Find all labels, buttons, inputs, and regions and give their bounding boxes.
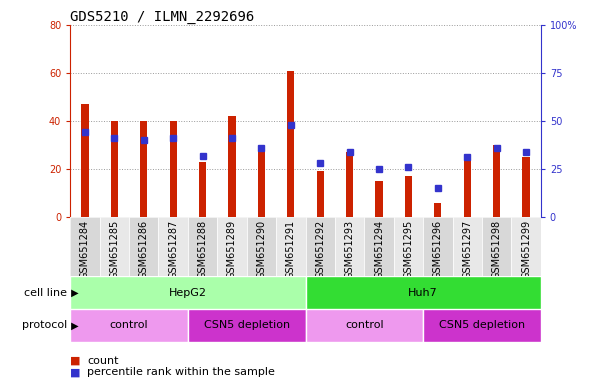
Bar: [316, 171, 324, 217]
Text: ▶: ▶: [68, 320, 78, 331]
Bar: [423, 217, 453, 276]
Bar: [140, 121, 147, 217]
Bar: [100, 217, 129, 276]
Bar: [276, 217, 306, 276]
Bar: [482, 217, 511, 276]
Bar: [453, 217, 482, 276]
Text: GSM651296: GSM651296: [433, 220, 443, 279]
Text: ■: ■: [70, 367, 84, 377]
Bar: [81, 104, 89, 217]
Bar: [247, 217, 276, 276]
Text: CSN5 depletion: CSN5 depletion: [203, 320, 290, 331]
Bar: [169, 121, 177, 217]
Bar: [346, 152, 353, 217]
Bar: [522, 157, 530, 217]
Bar: [404, 176, 412, 217]
Bar: [111, 121, 118, 217]
Text: control: control: [345, 320, 384, 331]
Bar: [464, 159, 471, 217]
Bar: [70, 309, 188, 342]
Text: GSM651287: GSM651287: [168, 220, 178, 279]
Bar: [511, 217, 541, 276]
Bar: [218, 217, 247, 276]
Text: protocol: protocol: [22, 320, 67, 331]
Text: ▶: ▶: [68, 288, 78, 298]
Bar: [335, 217, 364, 276]
Text: percentile rank within the sample: percentile rank within the sample: [87, 367, 275, 377]
Bar: [188, 309, 306, 342]
Text: GSM651294: GSM651294: [374, 220, 384, 279]
Text: GSM651284: GSM651284: [80, 220, 90, 279]
Text: GSM651298: GSM651298: [492, 220, 502, 279]
Bar: [364, 217, 393, 276]
Bar: [199, 162, 207, 217]
Bar: [393, 217, 423, 276]
Text: GSM651293: GSM651293: [345, 220, 354, 279]
Text: GSM651289: GSM651289: [227, 220, 237, 279]
Text: ■: ■: [70, 356, 84, 366]
Text: CSN5 depletion: CSN5 depletion: [439, 320, 525, 331]
Text: GSM651286: GSM651286: [139, 220, 148, 279]
Text: HepG2: HepG2: [169, 288, 207, 298]
Text: GSM651290: GSM651290: [257, 220, 266, 279]
Text: GSM651292: GSM651292: [315, 220, 325, 279]
Text: cell line: cell line: [24, 288, 67, 298]
Bar: [306, 217, 335, 276]
Text: control: control: [110, 320, 148, 331]
Text: GSM651297: GSM651297: [463, 220, 472, 279]
Text: count: count: [87, 356, 119, 366]
Bar: [129, 217, 158, 276]
Text: GSM651295: GSM651295: [403, 220, 414, 279]
Bar: [434, 203, 442, 217]
Bar: [287, 71, 295, 217]
Bar: [423, 309, 541, 342]
Bar: [493, 145, 500, 217]
Bar: [188, 217, 218, 276]
Text: GSM651299: GSM651299: [521, 220, 531, 279]
Text: GSM651288: GSM651288: [197, 220, 208, 279]
Bar: [258, 147, 265, 217]
Text: Huh7: Huh7: [408, 288, 438, 298]
Text: GSM651291: GSM651291: [286, 220, 296, 279]
Text: GDS5210 / ILMN_2292696: GDS5210 / ILMN_2292696: [70, 10, 255, 24]
Bar: [229, 116, 236, 217]
Bar: [70, 217, 100, 276]
Bar: [306, 309, 423, 342]
Bar: [306, 276, 541, 309]
Bar: [375, 181, 382, 217]
Bar: [158, 217, 188, 276]
Text: GSM651285: GSM651285: [109, 220, 119, 279]
Bar: [70, 276, 306, 309]
